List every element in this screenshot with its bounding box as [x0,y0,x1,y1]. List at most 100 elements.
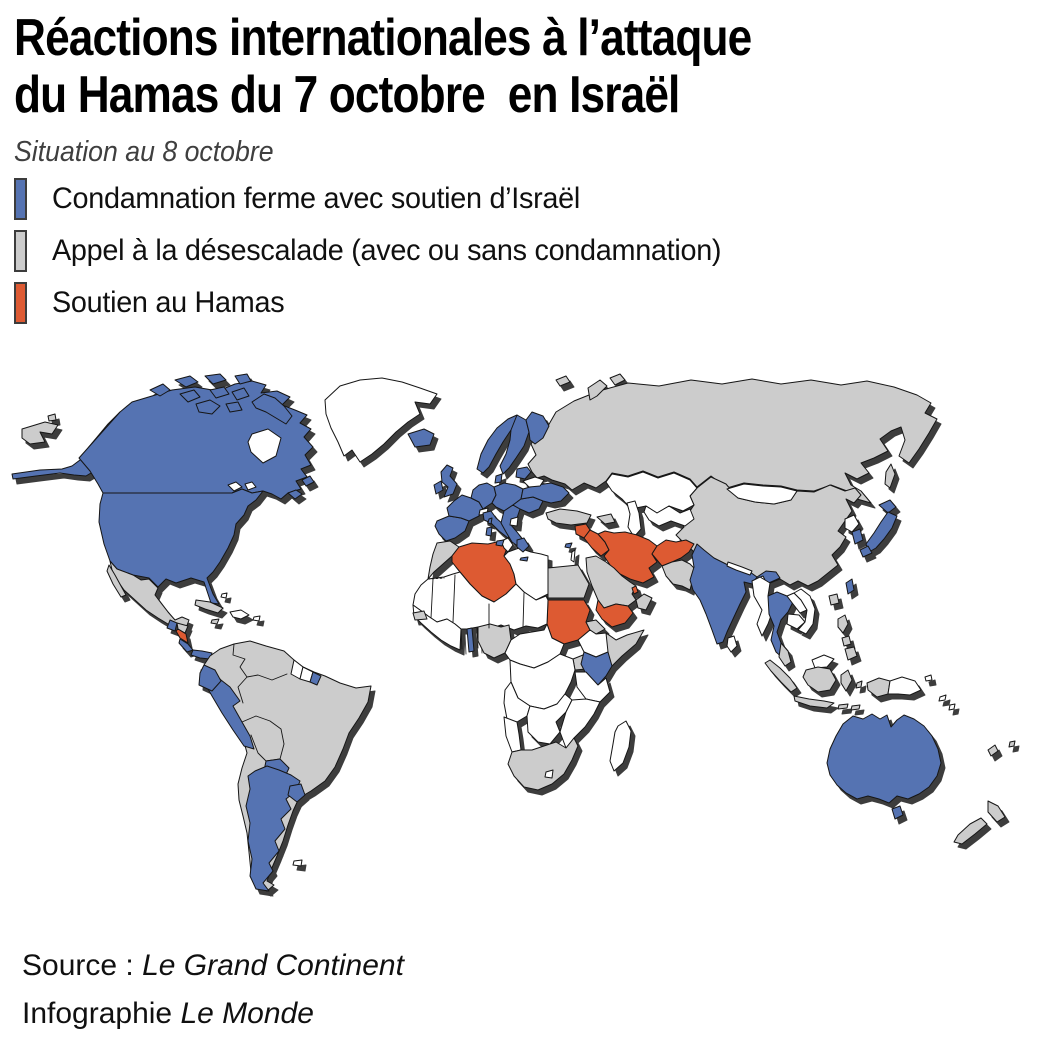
country-russia-novaya-zemlya [587,379,608,401]
border-sahara-1 [430,578,434,619]
country-turkey [545,508,592,526]
country-nepal [726,561,753,576]
country-qatar [631,585,639,595]
country-canada-arctic-1 [149,383,171,397]
border-venezuela-brazil [246,673,288,681]
country-israel [570,549,576,563]
country-ukraine [520,482,570,504]
country-russia-novaya-zemlya-2 [609,373,626,386]
country-nicaragua [175,628,189,644]
country-canada-victoria [195,399,221,415]
country-south-korea [851,528,864,545]
country-fiji [1008,740,1016,748]
country-canada-arctic-8 [225,401,243,413]
country-saudi-arabia [585,555,637,609]
country-sri-lanka [726,635,738,653]
country-canada-nova-scotia [287,489,303,500]
border-sahara-4 [522,592,525,628]
country-france-corsica [487,517,493,525]
border-benin [476,627,479,649]
country-indonesia-borneo [802,666,837,693]
country-philippines-luzon [837,614,849,634]
country-australia [826,713,942,804]
country-madagascar [609,720,632,772]
country-senegal [412,610,428,621]
country-indonesia-west-papua [866,677,891,698]
country-canada-arctic-4 [179,389,201,403]
country-svalbard [555,375,571,387]
country-new-caledonia [987,744,999,757]
title-line-1: Réactions internationales à l’attaque [14,9,752,67]
source-line: Source : Le Grand Continent [22,942,404,990]
country-cuba [194,599,224,614]
country-greenland [324,377,438,463]
country-uzbekistan-turkmenistan [643,505,695,527]
subtitle: Situation au 8 octobre [14,136,274,168]
border-western-sahara [427,577,445,580]
credit-name: Le Monde [180,997,314,1030]
legend-swatch-orange [14,282,27,324]
great-lakes-1 [227,481,243,492]
country-new-zealand-north [987,800,1006,823]
caspian-sea [626,500,642,538]
border-sahara-2 [452,574,456,623]
country-jamaica [210,618,220,625]
country-zambia-zimbabwe [526,693,573,745]
country-south-africa [507,737,579,791]
country-baltic-states [515,466,532,480]
country-togo [466,627,475,653]
country-finland [525,411,550,445]
country-serbia-bosnia [509,516,519,527]
country-canada-arctic-5 [209,386,230,399]
legend-label: Condamnation ferme avec soutien d’Israël [52,182,580,215]
country-vietnam [793,588,816,635]
legend-swatch-blue [14,178,27,220]
legend: Condamnation ferme avec soutien d’Israël… [14,178,749,324]
country-canada-arctic-7 [231,387,250,401]
country-iran [597,530,658,584]
country-azerbaijan [596,513,616,525]
country-taiwan [845,578,855,595]
source-label: Source : [22,949,134,982]
country-myanmar [751,576,774,637]
country-french-guiana [309,671,322,686]
country-kazakhstan [605,471,698,514]
country-lesotho [544,769,554,779]
country-greece [516,537,530,553]
country-png-islands [924,674,933,682]
country-puerto-rico [252,615,261,622]
legend-item-support-hamas: Soutien au Hamas [14,282,749,324]
country-russia-chukotka [21,421,59,445]
country-mozambique [559,698,601,749]
credit-label: Infographie [22,997,173,1030]
country-japan-honshu [865,511,898,553]
country-italy-sicily [495,539,505,547]
country-north-korea [844,514,860,533]
country-iceland [407,428,435,448]
country-bahamas [220,592,228,599]
country-papua-new-guinea [887,676,922,696]
country-indonesia-lesser-sunda-2 [850,704,861,711]
country-namibia [503,716,522,753]
credit-line: Infographie Le Monde [22,990,404,1038]
page-title: Réactions internationales à l’attaque du… [14,10,884,124]
great-lakes-2 [244,481,257,491]
country-denmark [494,473,503,484]
country-greece-crete [519,556,529,562]
country-guatemala [166,619,178,632]
country-philippines-visayas [841,635,852,647]
country-canada-arctic-2 [174,375,199,388]
country-russia-islands [47,413,57,422]
legend-swatch-gray [14,230,27,272]
country-uruguay [287,783,306,803]
country-indonesia-lesser-sunda-1 [837,703,849,710]
country-mexico [109,560,190,629]
legend-item-support-israel: Condamnation ferme avec soutien d’Israël [14,178,749,220]
country-somalia [605,629,645,667]
country-indonesia-sulawesi [840,669,853,692]
legend-item-deescalation: Appel à la désescalade (avec ou sans con… [14,230,749,272]
country-united-kingdom [440,464,458,498]
country-morocco [427,540,460,580]
country-egypt [547,564,590,599]
